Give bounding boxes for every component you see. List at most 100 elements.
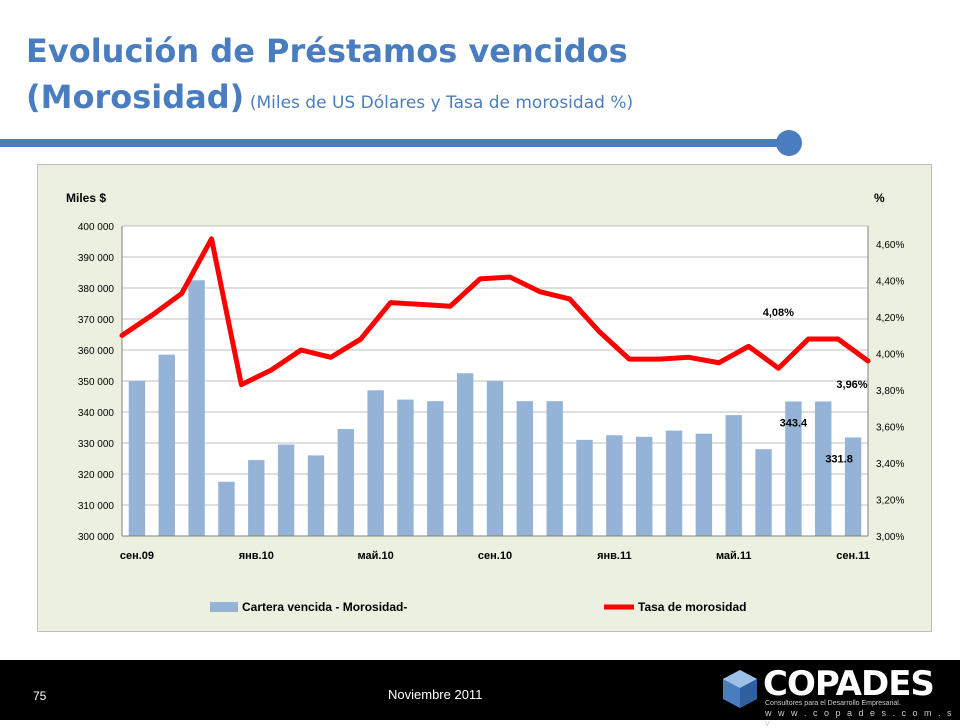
rate-point [180, 291, 184, 295]
rate-point [866, 359, 870, 363]
rate-point [269, 368, 273, 372]
y-right-tick-label: 4,40% [876, 277, 904, 288]
y-left-tick-label: 370 000 [78, 315, 115, 326]
title-rule-dot [776, 130, 802, 156]
rate-point [568, 297, 572, 301]
y-right-tick-label: 4,60% [876, 240, 904, 251]
bar [397, 399, 414, 536]
bar [307, 455, 325, 536]
logo-mark-icon [723, 670, 757, 708]
footer-date: Noviembre 2011 [388, 687, 483, 702]
bar [456, 373, 474, 536]
rate-point [627, 357, 631, 361]
y-left-tick-label: 300 000 [78, 532, 115, 543]
bar [785, 401, 802, 536]
y-right-tick-label: 3,80% [876, 386, 904, 397]
page-number: 75 [33, 689, 47, 703]
logo-url: w w w . c o p a d e s . c o m . s v [765, 708, 954, 728]
x-tick-label: янв.11 [597, 550, 632, 562]
bar [367, 390, 384, 536]
bar [516, 401, 534, 536]
data-label: 4,08% [763, 307, 794, 319]
y-left-tick-label: 360 000 [78, 346, 115, 357]
y-right-axis-label: % [874, 191, 885, 205]
rate-point [448, 304, 452, 308]
footer-bar [0, 660, 960, 720]
y-left-tick-label: 320 000 [78, 470, 115, 481]
x-tick-label: май.10 [358, 550, 394, 562]
y-right-tick-label: 4,20% [876, 313, 904, 324]
y-left-tick-label: 380 000 [78, 284, 115, 295]
y-right-tick-label: 3,40% [876, 459, 904, 470]
rate-point [239, 383, 243, 387]
bar [427, 401, 444, 536]
rate-point [657, 357, 661, 361]
bar [725, 415, 742, 536]
x-tick-label: сен.09 [120, 550, 154, 562]
page-title: Evolución de Préstamos vencidos (Morosid… [26, 28, 926, 126]
bar [844, 437, 862, 536]
legend-line-label: Tasa de morosidad [638, 600, 746, 614]
rate-point [120, 333, 124, 337]
x-tick-label: сен.10 [478, 550, 512, 562]
rate-point [747, 344, 751, 348]
title-subtitle: (Miles de US Dólares y Tasa de morosidad… [249, 93, 634, 113]
y-left-tick-label: 350 000 [78, 377, 115, 388]
bar [188, 280, 205, 536]
y-left-tick-label: 340 000 [78, 408, 115, 419]
bar [665, 430, 683, 536]
y-right-tick-label: 3,20% [876, 496, 904, 507]
bar [576, 439, 593, 536]
x-tick-label: май.11 [716, 550, 752, 562]
bar [755, 449, 772, 536]
x-tick-label: янв.10 [239, 550, 274, 562]
rate-point [776, 366, 780, 370]
bar [158, 354, 175, 536]
bar [218, 481, 235, 536]
y-right-tick-label: 3,60% [876, 423, 904, 434]
rate-point [508, 275, 512, 279]
copades-logo: COPADES Consultores para el Desarrollo E… [705, 662, 960, 728]
bar [635, 436, 653, 536]
y-right-tick-label: 4,00% [876, 350, 904, 361]
rate-line [119, 236, 871, 388]
rate-point [717, 361, 721, 365]
y-left-tick-label: 310 000 [78, 501, 115, 512]
rate-point [687, 355, 691, 359]
y-left-axis-label: Miles $ [66, 191, 106, 205]
y-left-tick-label: 400 000 [78, 222, 115, 233]
rate-point [359, 337, 363, 341]
legend-bar-label: Cartera vencida - Morosidad- [242, 600, 407, 614]
rate-point [299, 348, 303, 352]
title-line-2: (Morosidad) [26, 78, 245, 116]
rate-point [150, 313, 154, 317]
bar [606, 435, 623, 536]
bar [128, 381, 146, 536]
rate-point [210, 237, 214, 241]
chart-panel: 300 000 310 000 320 000 330 000 340 000 350 0… [37, 164, 932, 632]
bar [337, 429, 355, 536]
x-tick-label: сен.11 [836, 550, 870, 562]
data-label: 343.4 [780, 417, 808, 429]
bar [546, 401, 563, 536]
combo-chart: 300 000 310 000 320 000 330 000 340 000 350 0… [66, 191, 904, 614]
bar [695, 433, 713, 536]
y-left-tick-label: 330 000 [78, 439, 115, 450]
rate-point [597, 330, 601, 334]
bar [815, 401, 832, 536]
rate-point [806, 337, 810, 341]
title-line-1: Evolución de Préstamos vencidos [26, 32, 628, 70]
logo-tagline: Consultores para el Desarrollo Empresari… [765, 700, 901, 707]
data-label: 3,96% [836, 379, 867, 391]
rate-point [836, 337, 840, 341]
y-right-tick-label: 3,00% [876, 532, 904, 543]
rate-point [418, 302, 422, 306]
title-rule [0, 139, 790, 147]
bar [248, 460, 265, 536]
bar [486, 381, 504, 536]
legend-bar-swatch [210, 602, 238, 612]
bar [277, 444, 295, 536]
rate-point [478, 277, 482, 281]
rate-point [329, 355, 333, 359]
data-label: 331.8 [825, 453, 853, 465]
